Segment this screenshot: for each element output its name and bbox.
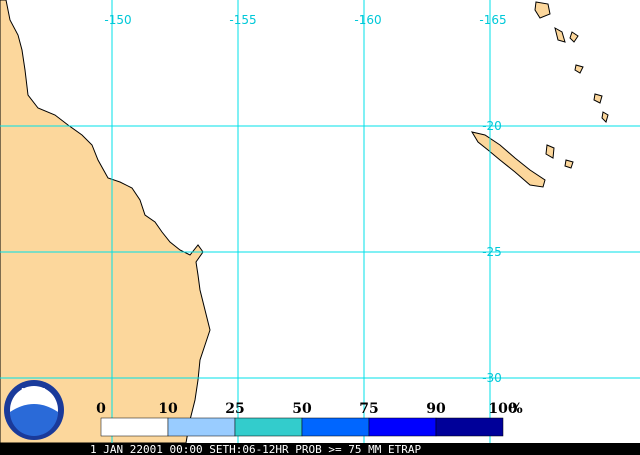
legend-label: 75 [359, 401, 378, 417]
legend-label: 25 [225, 401, 244, 417]
footer-text: 1 JAN 22001 00:00 SETH:06-12HR PROB >= 7… [90, 443, 422, 455]
latitude-label: -25 [482, 245, 502, 259]
island [554, 26, 566, 43]
legend-label: 0 [96, 401, 106, 417]
legend-label: 50 [292, 401, 312, 417]
island [564, 159, 574, 169]
longitude-label: -160 [354, 13, 381, 27]
island [534, 1, 551, 19]
island [574, 64, 584, 74]
australia-land [0, 0, 211, 444]
longitude-label: -155 [229, 13, 256, 27]
legend-swatch [234, 417, 303, 437]
logo-text: NOAA [21, 387, 47, 396]
legend-swatch [301, 417, 370, 437]
latitude-label: -30 [482, 371, 502, 385]
noaa-logo: NOAA [4, 380, 64, 440]
legend-label: 100 [488, 401, 517, 417]
legend-swatch [100, 417, 169, 437]
logo-wave [10, 404, 58, 436]
island [593, 93, 603, 104]
legend-swatch [435, 417, 504, 437]
islands [534, 1, 609, 169]
legend-unit: % [509, 401, 522, 417]
longitude-label: -150 [104, 13, 131, 27]
legend-label: 10 [158, 401, 178, 417]
footer-bar [0, 443, 640, 455]
island [545, 144, 555, 159]
legend-swatch [368, 417, 437, 437]
graticule [0, 0, 640, 443]
longitude-label: -165 [479, 13, 506, 27]
island [569, 31, 579, 43]
latitude-label: -20 [482, 119, 502, 133]
island [601, 111, 609, 123]
legend-swatch [167, 417, 236, 437]
legend-label: 90 [426, 401, 446, 417]
